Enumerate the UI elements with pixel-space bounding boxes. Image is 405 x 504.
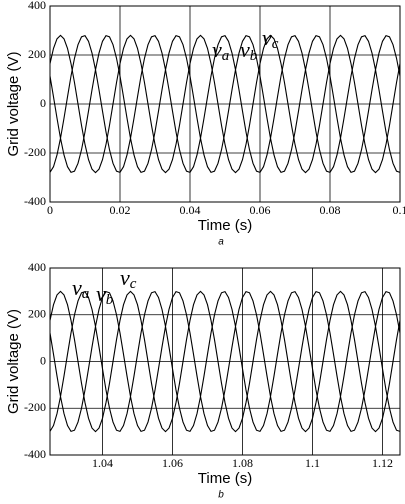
chart-panel: -400 -200 0 200 400 1.04 1.06 1.08 1.1 1.12 va vbvc…	[5, 260, 401, 501]
x-tick-label: 0	[47, 203, 53, 217]
x-tick-label: 0.02	[110, 203, 131, 217]
y-axis-label: Grid voltage (V)	[5, 51, 22, 156]
y-tick-label: 200	[28, 47, 46, 61]
y-tick-label: 400	[28, 0, 46, 12]
plot-frame	[49, 267, 401, 456]
y-tick-label: -200	[24, 145, 46, 159]
panel-label: a	[218, 237, 224, 248]
x-tick-label: 0.06	[250, 203, 271, 217]
y-tick-label: 400	[28, 260, 46, 274]
y-tick-label: -400	[24, 447, 46, 461]
y-axis-label: Grid voltage (V)	[5, 309, 22, 414]
series-label: vb	[96, 281, 114, 308]
series-label: va	[72, 275, 89, 302]
y-tick-label: 0	[40, 96, 46, 110]
x-tick-label: 0.08	[320, 203, 341, 217]
series-label: vc	[120, 265, 137, 292]
x-tick-label: 1.06	[162, 456, 183, 470]
x-tick-label: 1.12	[372, 456, 393, 470]
x-axis-label: Time (s)	[198, 217, 252, 234]
y-tick-label: -200	[24, 400, 46, 414]
y-tick-label: -400	[24, 194, 46, 208]
series-label: vc	[262, 25, 279, 52]
x-tick-label: 0.04	[180, 203, 201, 217]
series-line	[49, 34, 401, 174]
y-tick-label: 200	[28, 307, 46, 321]
y-tick-label: 0	[40, 353, 46, 367]
series-label: vb	[240, 37, 258, 64]
series-line	[49, 290, 401, 433]
x-tick-label: 1.08	[232, 456, 253, 470]
x-tick-label: 1.04	[92, 456, 113, 470]
series-line	[49, 290, 401, 433]
panel-label: b	[218, 490, 224, 501]
series-line	[49, 290, 401, 433]
x-tick-label: 0.1	[393, 203, 405, 217]
plot-frame	[49, 5, 401, 203]
series-line	[49, 34, 401, 174]
x-axis-label: Time (s)	[198, 470, 252, 487]
series-line	[49, 34, 401, 174]
x-tick-label: 1.1	[305, 456, 320, 470]
